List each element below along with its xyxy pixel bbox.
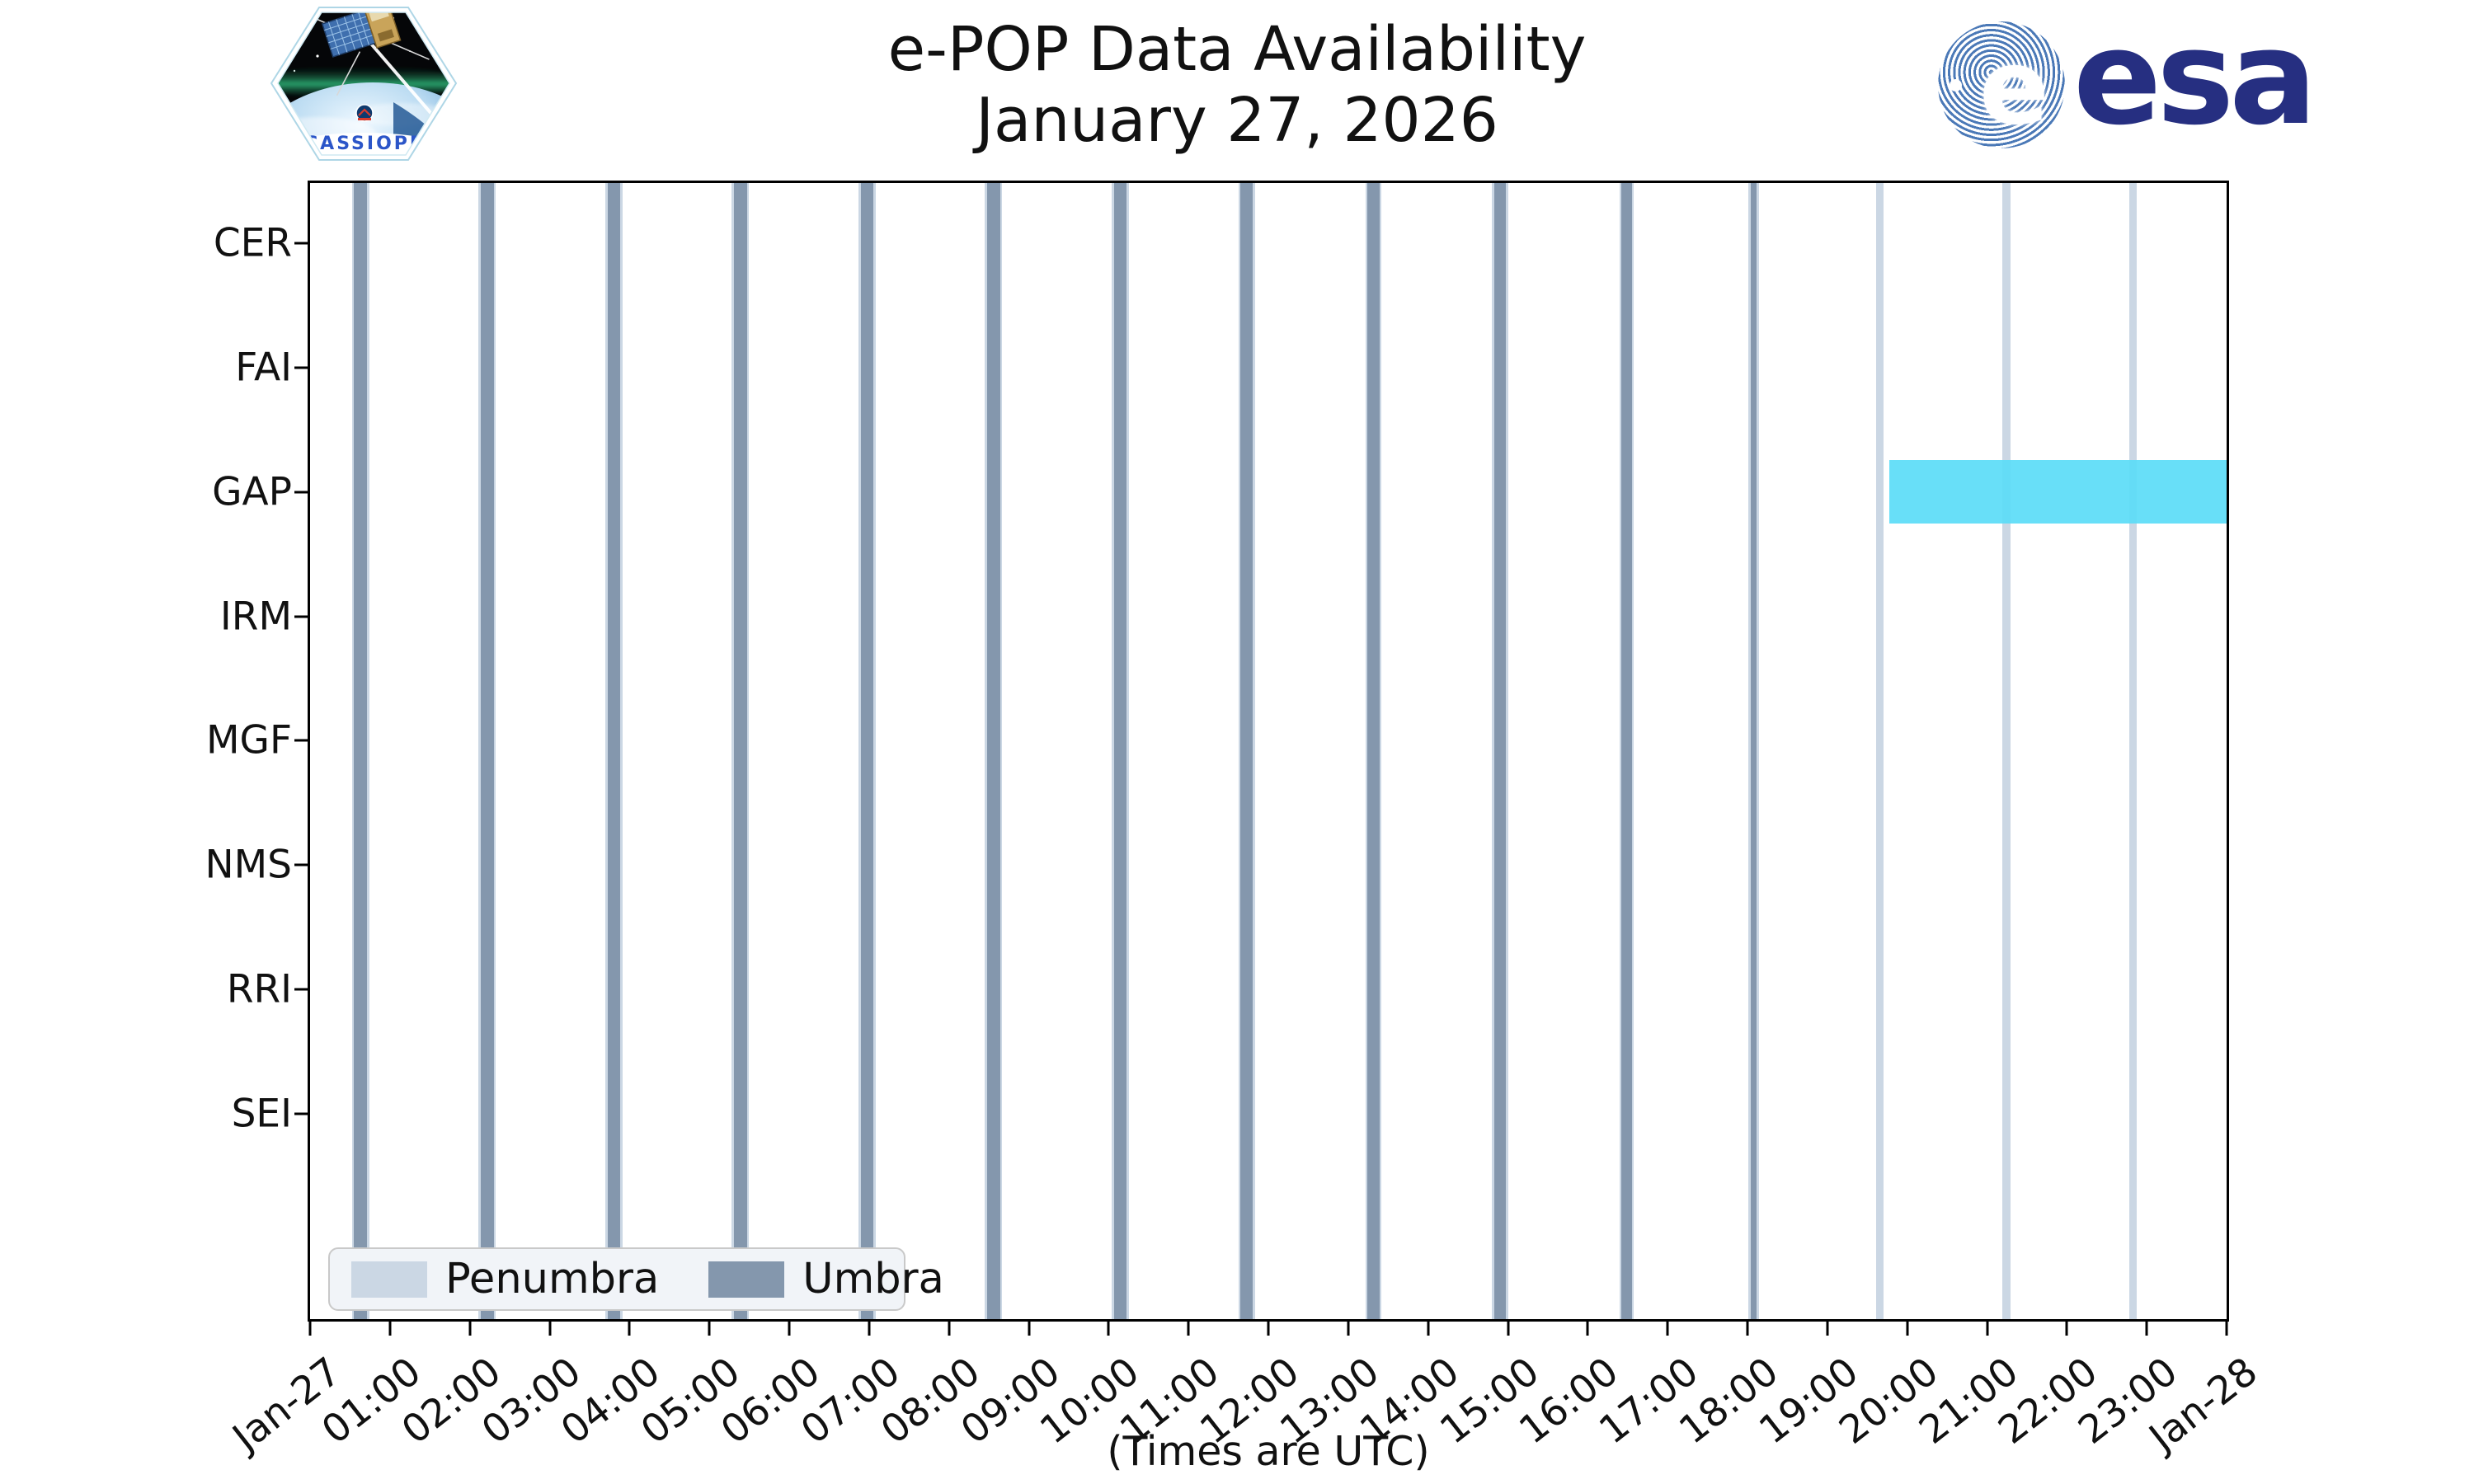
y-axis-tick — [294, 491, 308, 494]
x-axis-tick — [1107, 1322, 1110, 1336]
esa-globe-letter: e — [1979, 28, 2049, 148]
y-axis-tick — [294, 1112, 308, 1115]
x-axis-note: (Times are UTC) — [1107, 1428, 1430, 1475]
x-axis-tick — [868, 1322, 871, 1336]
patch-cassiope-label: CASSIOPE — [304, 134, 425, 154]
x-axis-tick — [388, 1322, 392, 1336]
eclipse-umbra-bar — [1750, 183, 1757, 1319]
x-axis-tick — [468, 1322, 472, 1336]
legend-label-penumbra: Penumbra — [445, 1255, 660, 1303]
x-axis-tick — [2065, 1322, 2068, 1336]
x-axis-tick — [2225, 1322, 2228, 1336]
x-axis-tick — [788, 1322, 791, 1336]
availability-plot-area: CER FAI GAP IRM MGF NMS RRI SEI Jan-27 01:00 02:00… — [205, 181, 2266, 1460]
x-axis-tick — [1347, 1322, 1350, 1336]
x-axis-tick — [1586, 1322, 1589, 1336]
x-axis-tick — [308, 1322, 312, 1336]
patch-csa-roundel — [355, 104, 374, 122]
eclipse-umbra-bar — [1240, 183, 1253, 1319]
eclipse-umbra-bar — [1367, 183, 1380, 1319]
eclipse-umbra-bar — [607, 183, 620, 1319]
x-axis-tick — [1746, 1322, 1749, 1336]
x-axis-tick — [628, 1322, 631, 1336]
y-axis-tick — [294, 863, 308, 866]
y-axis-tick — [294, 615, 308, 618]
eclipse-umbra-bar — [354, 183, 367, 1319]
chart-subtitle-date: January 27, 2026 — [976, 84, 1498, 156]
patch-satellite — [284, 12, 430, 96]
x-axis-tick — [948, 1322, 951, 1336]
y-axis-tick — [294, 366, 308, 369]
x-axis-tick — [1826, 1322, 1829, 1336]
x-axis-tick — [1267, 1322, 1270, 1336]
eclipse-umbra-bar — [1493, 183, 1507, 1319]
eclipse-umbra-bar — [481, 183, 494, 1319]
x-axis-tick — [708, 1322, 711, 1336]
availability-bar-gap — [1889, 460, 2227, 524]
y-axis-tick — [294, 988, 308, 991]
eclipse-umbra-bar — [1113, 183, 1126, 1319]
eclipse-penumbra-bar — [2002, 183, 2011, 1319]
eclipse-legend: Penumbra Umbra — [328, 1247, 944, 1311]
x-axis-tick — [1986, 1322, 1988, 1336]
chart-title: e-POP Data Availability — [887, 14, 1587, 85]
legend-label-umbra: Umbra — [802, 1255, 944, 1303]
y-axis-label-sei: SEI — [231, 1091, 292, 1137]
x-axis-tick — [1187, 1322, 1190, 1336]
esa-wordmark: esa — [2073, 2, 2317, 154]
y-axis-label-irm: IRM — [219, 594, 292, 640]
y-axis-tick — [294, 242, 308, 245]
y-axis-label-nms: NMS — [205, 842, 292, 888]
eclipse-penumbra-bar — [1875, 183, 1884, 1319]
x-axis-tick — [1028, 1322, 1030, 1336]
eclipse-penumbra-bar — [2128, 183, 2138, 1319]
esa-logo: e esa — [1938, 13, 2317, 150]
x-axis-tick — [1666, 1322, 1669, 1336]
eclipse-umbra-bar — [987, 183, 1000, 1319]
esa-globe-icon: e — [1938, 21, 2065, 148]
x-axis-tick — [2145, 1322, 2148, 1336]
y-axis-label-fai: FAI — [235, 345, 292, 391]
y-axis-label-mgf: MGF — [205, 717, 292, 763]
legend-swatch-umbra — [708, 1261, 785, 1298]
y-axis-label-rri: RRI — [226, 966, 292, 1012]
x-axis-tick — [548, 1322, 551, 1336]
chart-title-block: e-POP Data Availability January 27, 2026 — [887, 14, 1587, 157]
y-axis-label-gap: GAP — [212, 469, 292, 515]
x-axis-tick — [1427, 1322, 1430, 1336]
patch-inner-outline — [277, 12, 450, 156]
cassiope-mission-patch: CASSIOPE — [270, 7, 458, 161]
y-axis-tick — [294, 739, 308, 742]
eclipse-umbra-bar — [860, 183, 874, 1319]
x-axis-tick — [1507, 1322, 1509, 1336]
x-axis-tick — [1906, 1322, 1909, 1336]
esa-globe-dot — [1950, 79, 1962, 92]
legend-swatch-penumbra — [351, 1261, 427, 1298]
y-axis-label-cer: CER — [213, 220, 292, 266]
eclipse-umbra-bar — [734, 183, 747, 1319]
eclipse-umbra-bar — [1621, 183, 1632, 1319]
